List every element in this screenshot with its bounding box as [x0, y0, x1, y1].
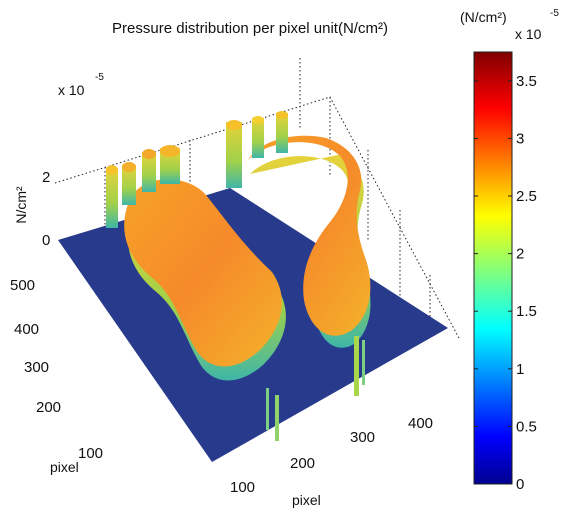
colorbar-tick-label: 3	[516, 130, 524, 147]
colorbar-tick-label: 1.5	[516, 303, 537, 320]
colorbar-tick-label: 0	[516, 476, 524, 493]
z-tick-label: 0	[42, 232, 50, 249]
y-tick-label: 300	[24, 359, 49, 376]
colorbar-exponent-power: -5	[550, 8, 559, 19]
z-axis-label: N/cm²	[13, 186, 29, 224]
colorbar-ticks: 0 0.5 1 1.5 2 2.5 3 3.5	[474, 73, 537, 493]
y-tick-label: 400	[14, 321, 39, 338]
z-axis-exponent: x 10	[58, 82, 85, 98]
colorbar: 0 0.5 1 1.5 2 2.5 3 3.5	[473, 51, 537, 493]
x-tick-label: 100	[230, 479, 255, 496]
x-tick-label: 200	[290, 455, 315, 472]
colorbar-exponent: x 10	[515, 26, 542, 42]
left-footprint	[124, 179, 286, 381]
colorbar-label: (N/cm²)	[460, 9, 507, 25]
colorbar-tick-label: 2	[516, 246, 524, 263]
right-footprint	[248, 135, 371, 348]
x-tick-label: 400	[408, 415, 433, 432]
colorbar-tick-label: 2.5	[516, 188, 537, 205]
z-tick-label: 2	[42, 169, 50, 186]
y-tick-label: 500	[10, 277, 35, 294]
surface-drips	[266, 336, 365, 441]
z-axis-exponent-power: -5	[95, 72, 104, 83]
colorbar-tick-label: 0.5	[516, 418, 537, 435]
colorbar-tick-label: 1	[516, 361, 524, 378]
colorbar-gradient	[473, 51, 513, 485]
y-axis-label: pixel	[50, 459, 79, 475]
x-axis-label: pixel	[292, 492, 321, 508]
toe-columns	[106, 111, 288, 228]
colorbar-tick-label: 3.5	[516, 73, 537, 90]
y-tick-label: 100	[78, 445, 103, 462]
x-tick-label: 300	[350, 429, 375, 446]
y-tick-label: 200	[36, 399, 61, 416]
chart-title: Pressure distribution per pixel unit(N/c…	[112, 20, 388, 37]
